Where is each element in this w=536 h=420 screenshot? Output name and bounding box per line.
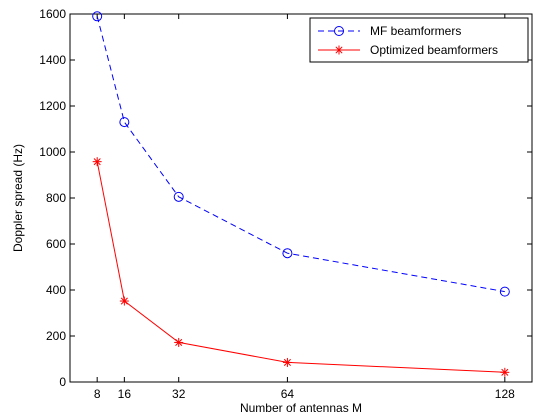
plot-area	[69, 13, 533, 383]
data-point-marker	[92, 11, 103, 22]
legend-entry-mf: MF beamformers	[318, 24, 461, 38]
y-axis-label: Doppler spread (Hz)	[11, 144, 25, 252]
x-tick-label: 128	[495, 387, 515, 401]
data-point-marker	[119, 296, 129, 306]
y-tick-label: 200	[46, 329, 66, 343]
legend-marker-circle	[334, 26, 344, 36]
data-point-marker	[499, 286, 510, 297]
y-tick-label: 1400	[39, 53, 66, 67]
y-tick-label: 1200	[39, 99, 66, 113]
data-point-marker	[500, 367, 510, 377]
x-tick-label: 32	[172, 387, 186, 401]
x-axis-label: Number of antennas M	[240, 401, 362, 415]
x-axis: 8 16 32 64 128	[94, 14, 515, 401]
x-tick-label: 64	[281, 387, 295, 401]
y-axis: 0 200 400 600 800 1000 1200 1400 1600	[39, 7, 532, 389]
legend: MF beamformers Optimized beamformers	[309, 17, 529, 63]
y-tick-label: 0	[59, 375, 66, 389]
x-tick-label: 8	[94, 387, 101, 401]
y-tick-label: 600	[46, 237, 66, 251]
y-tick-label: 800	[46, 191, 66, 205]
series-1	[92, 157, 510, 377]
legend-entry-optimized: Optimized beamformers	[318, 43, 498, 57]
y-tick-label: 1000	[39, 145, 66, 159]
data-point-marker	[174, 337, 184, 347]
data-point-marker	[92, 157, 102, 167]
data-point-marker	[282, 248, 293, 259]
data-point-marker	[282, 357, 292, 367]
series-line	[96, 16, 505, 293]
data-point-marker	[173, 191, 184, 202]
data-point-marker	[119, 117, 130, 128]
legend-box	[309, 17, 529, 63]
series-layer	[92, 11, 510, 377]
y-tick-label: 400	[46, 283, 66, 297]
x-tick-label: 16	[118, 387, 132, 401]
y-tick-label: 1600	[39, 7, 66, 21]
legend-marker-asterisk	[334, 45, 344, 55]
series-0	[92, 11, 510, 297]
legend-label-optimized: Optimized beamformers	[370, 43, 498, 57]
legend-label-mf: MF beamformers	[370, 24, 461, 38]
